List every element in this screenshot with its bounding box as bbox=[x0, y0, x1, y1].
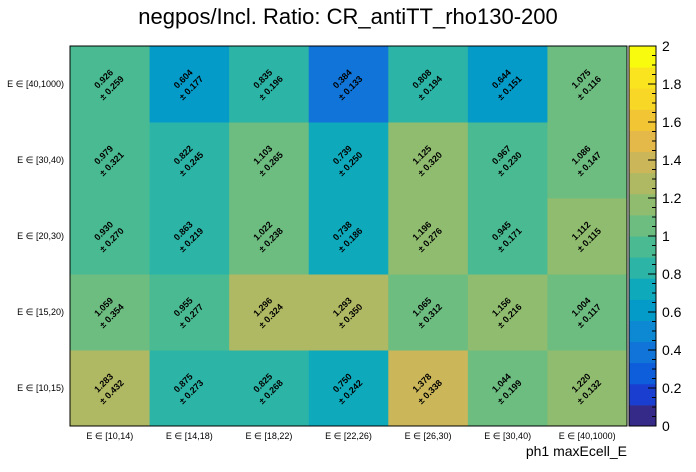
colorbar-tick-label: 1.4 bbox=[662, 152, 682, 168]
y-tick-label: E ∈ [20,30) bbox=[17, 231, 64, 241]
colorbar-tick-label: 1.6 bbox=[662, 114, 682, 130]
colorbar-segment bbox=[629, 341, 656, 364]
colorbar-segment bbox=[629, 320, 656, 343]
heatmap-cells bbox=[70, 46, 628, 427]
x-tick-label: E ∈ [22,26) bbox=[325, 431, 372, 441]
heatmap-cell bbox=[70, 350, 151, 427]
colorbar-segment bbox=[629, 109, 656, 131]
colorbar-segment bbox=[629, 172, 656, 195]
heatmap-cell bbox=[149, 198, 230, 275]
heatmap-cell bbox=[467, 122, 548, 199]
heatmap-cell bbox=[308, 122, 389, 199]
heatmap-cell bbox=[70, 274, 151, 351]
heatmap-cell bbox=[388, 122, 469, 199]
heatmap-cell bbox=[229, 198, 310, 275]
x-tick-label: E ∈ [14,18) bbox=[166, 431, 213, 441]
heatmap-cell bbox=[229, 46, 310, 123]
colorbar-segment bbox=[629, 257, 656, 279]
colorbar-segment bbox=[629, 46, 656, 68]
colorbar-tick-label: 0 bbox=[662, 418, 670, 434]
heatmap-cell bbox=[149, 350, 230, 427]
x-tick-label: E ∈ [30,40) bbox=[484, 431, 531, 441]
plot-frame bbox=[69, 45, 628, 427]
heatmap-cell bbox=[308, 46, 389, 123]
heatmap-cell bbox=[229, 274, 310, 351]
x-tick-label: E ∈ [18,22) bbox=[245, 431, 292, 441]
heatmap-cell bbox=[388, 274, 469, 351]
heatmap-cell bbox=[467, 198, 548, 275]
heatmap-cell bbox=[229, 122, 310, 199]
colorbar-segment bbox=[629, 193, 656, 216]
x-tick-label: E ∈ [26,30) bbox=[405, 431, 452, 441]
heatmap-cell bbox=[388, 350, 469, 427]
heatmap-cell bbox=[308, 274, 389, 351]
y-tick-label: E ∈ [40,1000) bbox=[7, 79, 64, 89]
heatmap-cell bbox=[149, 122, 230, 199]
colorbar-segment bbox=[629, 67, 656, 89]
colorbar-tick-label: 2 bbox=[662, 38, 670, 54]
heatmap-cell bbox=[149, 274, 230, 351]
heatmap-cell bbox=[547, 46, 628, 123]
colorbar-segment bbox=[629, 362, 656, 385]
x-tick-label: E ∈ [40,1000) bbox=[559, 431, 616, 441]
colorbar-tick-label: 1 bbox=[662, 228, 670, 244]
colorbar: 0 0.2 0.4 0.6 0.8 1 1.2 1.4 1.6 1.8 2 bbox=[628, 38, 682, 434]
colorbar-segment bbox=[629, 299, 656, 321]
colorbar-tick-label: 1.2 bbox=[662, 190, 682, 206]
heatmap-cell bbox=[547, 198, 628, 275]
colorbar-segment bbox=[629, 236, 656, 258]
colorbar-segment bbox=[629, 214, 656, 237]
heatmap-cell bbox=[70, 122, 151, 199]
colorbar-tick-label: 0.6 bbox=[662, 304, 682, 320]
x-tick-label: E ∈ [10,14) bbox=[86, 431, 133, 441]
colorbar-tick-label: 1.8 bbox=[662, 76, 682, 92]
heatmap-cell bbox=[467, 46, 548, 123]
heatmap-cell bbox=[70, 198, 151, 275]
heatmap-cell bbox=[467, 274, 548, 351]
heatmap-cell bbox=[149, 46, 230, 123]
colorbar-segment bbox=[629, 278, 656, 300]
colorbar-segment bbox=[629, 404, 656, 427]
heatmap-cell bbox=[229, 350, 310, 427]
colorbar-segment bbox=[629, 151, 656, 174]
heatmap-cell bbox=[388, 46, 469, 123]
heatmap-cell bbox=[467, 350, 548, 427]
axes: E ∈ [10,14) E ∈ [14,18) E ∈ [18,22) E ∈ [22… bbox=[7, 45, 628, 441]
heatmap-cell bbox=[308, 350, 389, 427]
heatmap-cell bbox=[547, 350, 628, 427]
colorbar-segment bbox=[629, 130, 656, 153]
y-tick-label: E ∈ [30,40) bbox=[17, 155, 64, 165]
y-tick-label: E ∈ [15,20) bbox=[17, 307, 64, 317]
y-tick-label: E ∈ [10,15) bbox=[17, 383, 64, 393]
heatmap-cell bbox=[547, 274, 628, 351]
x-axis-label: ph1 maxEcell_E bbox=[526, 443, 627, 459]
heatmap-cell bbox=[70, 46, 151, 123]
colorbar-segment bbox=[629, 383, 656, 406]
colorbar-tick-label: 0.2 bbox=[662, 380, 682, 396]
colorbar-tick-label: 0.4 bbox=[662, 342, 682, 358]
colorbar-tick-label: 0.8 bbox=[662, 266, 682, 282]
heatmap-cell bbox=[308, 198, 389, 275]
chart-title: negpos/Incl. Ratio: CR_antiTT_rho130-200 bbox=[138, 4, 558, 29]
heatmap-cell bbox=[388, 198, 469, 275]
colorbar-segment bbox=[629, 88, 656, 110]
heatmap-cell bbox=[547, 122, 628, 199]
